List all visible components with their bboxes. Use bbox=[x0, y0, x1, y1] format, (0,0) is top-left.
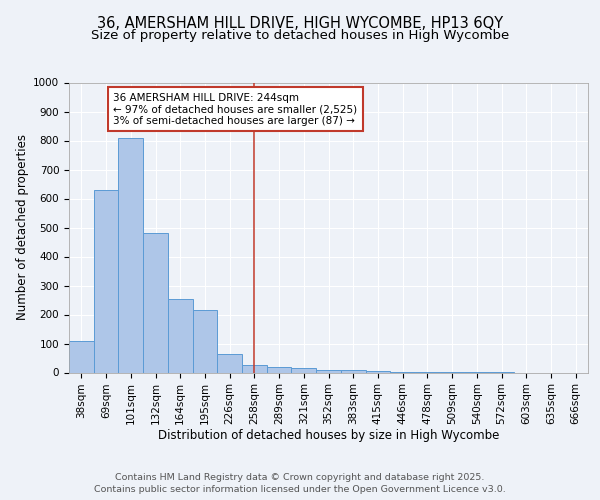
Bar bbox=[94, 190, 118, 372]
Bar bbox=[143, 234, 168, 372]
Bar bbox=[168, 298, 193, 372]
Bar bbox=[217, 354, 242, 372]
Bar bbox=[292, 368, 316, 372]
Text: Contains HM Land Registry data © Crown copyright and database right 2025.
Contai: Contains HM Land Registry data © Crown c… bbox=[94, 473, 506, 494]
Bar bbox=[267, 366, 292, 372]
Bar bbox=[341, 370, 365, 372]
Bar bbox=[69, 340, 94, 372]
Bar bbox=[193, 310, 217, 372]
Bar bbox=[118, 138, 143, 372]
Text: 36, AMERSHAM HILL DRIVE, HIGH WYCOMBE, HP13 6QY: 36, AMERSHAM HILL DRIVE, HIGH WYCOMBE, H… bbox=[97, 16, 503, 31]
Text: 36 AMERSHAM HILL DRIVE: 244sqm
← 97% of detached houses are smaller (2,525)
3% o: 36 AMERSHAM HILL DRIVE: 244sqm ← 97% of … bbox=[113, 92, 358, 126]
X-axis label: Distribution of detached houses by size in High Wycombe: Distribution of detached houses by size … bbox=[158, 428, 499, 442]
Bar bbox=[365, 371, 390, 372]
Y-axis label: Number of detached properties: Number of detached properties bbox=[16, 134, 29, 320]
Text: Size of property relative to detached houses in High Wycombe: Size of property relative to detached ho… bbox=[91, 29, 509, 42]
Bar bbox=[242, 364, 267, 372]
Bar bbox=[316, 370, 341, 372]
